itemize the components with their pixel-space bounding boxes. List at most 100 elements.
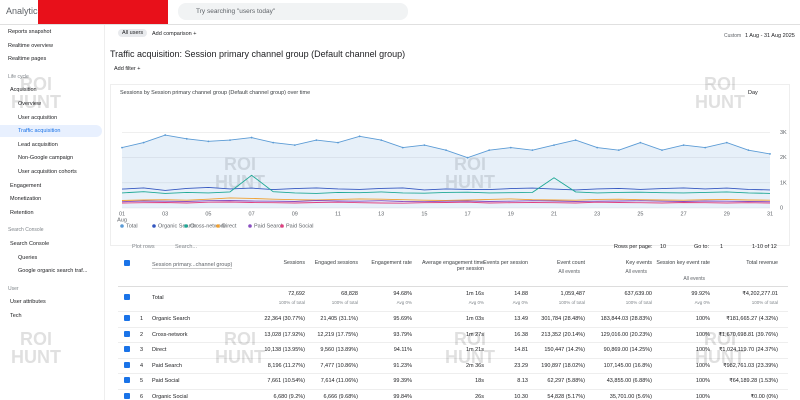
total-sub: 100% of total (558, 300, 585, 305)
sidebar-group[interactable]: Search Console (10, 241, 50, 247)
column-header[interactable]: Session key event rate (656, 260, 710, 266)
row-cell: 14.81 (514, 347, 528, 354)
row-cell: 26s (475, 394, 484, 400)
row-check[interactable] (124, 361, 130, 368)
point (250, 136, 253, 139)
sidebar-item[interactable]: Non-Google campaign (18, 155, 74, 162)
watermark: ROI HUNT (11, 329, 61, 367)
row-channel[interactable]: Organic Search (152, 316, 191, 322)
point (553, 144, 555, 147)
sidebar-item[interactable]: Overview (18, 101, 41, 107)
comparison-chip[interactable]: All users (118, 29, 148, 37)
point (272, 141, 275, 144)
row-check[interactable] (124, 330, 130, 337)
row-channel[interactable]: Paid Social (152, 378, 180, 385)
sidebar-item[interactable]: Lead acquisition (18, 141, 58, 148)
x-tick-label: 31 (767, 211, 773, 217)
table-search[interactable]: Search... (175, 244, 198, 250)
column-filter[interactable]: All events (558, 269, 580, 275)
point (661, 149, 663, 152)
legend-label: Total (126, 223, 138, 229)
point (445, 149, 447, 152)
sidebar-item[interactable]: Queries (18, 254, 38, 261)
search-placeholder[interactable]: Try searching "users today" (196, 8, 276, 15)
sidebar-group[interactable]: Retention (10, 209, 34, 216)
point (531, 149, 534, 152)
report-title: Traffic acquisition: Session primary cha… (110, 49, 406, 59)
row-cell: 213,352 (20.14%) (541, 331, 585, 338)
x-tick-label: 05 (205, 211, 211, 217)
sidebar-item[interactable]: User acquisition cohorts (18, 169, 77, 175)
row-cell: 93.79% (393, 331, 412, 338)
sidebar-item[interactable]: Realtime pages (8, 56, 47, 63)
column-header[interactable]: Total revenue (746, 260, 778, 266)
series-line (121, 197, 771, 201)
row-cell: 18s (475, 378, 484, 385)
row-check[interactable] (124, 346, 130, 353)
sidebar-section: Life cycle (8, 73, 29, 80)
column-header[interactable]: Engaged sessions (314, 260, 358, 266)
total-sub: 100% of total (625, 300, 652, 305)
row-channel[interactable]: Cross-network (152, 331, 188, 338)
row-rule (118, 311, 788, 312)
sidebar-item[interactable]: Realtime overview (8, 42, 53, 49)
column-filter[interactable]: All events (683, 276, 705, 282)
row-cell: 100% (695, 394, 710, 400)
sidebar-item[interactable]: Traffic acquisition (18, 128, 61, 135)
row-cell: 23.29 (514, 362, 528, 369)
go-to[interactable]: 1 (720, 244, 724, 250)
total-sub: Avg 0% (512, 300, 528, 305)
row-cell: 43,855.00 (6.88%) (606, 378, 652, 385)
rows-per-page[interactable]: 10 (660, 244, 667, 250)
legend-swatch (184, 224, 188, 228)
total-sub: 100% of total (278, 300, 305, 305)
date-range[interactable]: 1 Aug - 31 Aug 2025 (745, 33, 795, 39)
plot-rows[interactable]: Plot rows (132, 244, 155, 250)
column-header[interactable]: Sessions (283, 260, 306, 266)
legend-label: Cross-network (190, 223, 226, 229)
total-value: 14.88 (514, 291, 528, 297)
sidebar-item[interactable]: User acquisition (18, 114, 58, 121)
row-rule (118, 342, 788, 344)
row-cell: 100% (695, 362, 710, 369)
row-cell: 100% (695, 347, 710, 354)
watermark: ROI HUNT (445, 329, 495, 367)
row-channel[interactable]: Organic Social (152, 394, 188, 400)
column-header[interactable]: Key events (625, 260, 652, 266)
x-tick-label: 03 (162, 211, 168, 217)
point (229, 139, 231, 141)
point (747, 149, 750, 152)
point (401, 146, 404, 149)
x-tick-label: 19 (508, 211, 514, 217)
point (596, 146, 599, 149)
add-comparison[interactable]: Add comparison + (152, 31, 197, 37)
sidebar-group[interactable]: Engagement (10, 182, 42, 189)
row-check[interactable] (124, 315, 130, 321)
row-check[interactable] (124, 393, 130, 399)
row-cell: 1m 21s (465, 347, 484, 354)
add-filter[interactable]: Add filter + (114, 66, 141, 72)
column-header[interactable]: Engagement rate (371, 260, 412, 266)
page-range: 1-10 of 12 (752, 244, 777, 250)
granularity[interactable]: Day (748, 90, 758, 96)
row-channel[interactable]: Paid Search (152, 362, 182, 369)
sidebar-group[interactable]: Tech (10, 313, 22, 319)
point (574, 139, 577, 141)
sidebar-group[interactable]: Monetization (10, 196, 42, 203)
column-header[interactable]: Events per session (483, 260, 528, 266)
column-header[interactable]: Event count (557, 260, 585, 266)
dimension-select[interactable]: Session primary...channel group) (152, 262, 233, 269)
watermark: ROI HUNT (215, 329, 265, 367)
sidebar-group[interactable]: Acquisition (10, 87, 37, 94)
row-rule (118, 326, 788, 328)
sidebar-item[interactable]: Reports snapshot (8, 29, 52, 35)
sidebar-item[interactable]: Google organic search traf... (18, 268, 88, 275)
watermark: ROI HUNT (695, 74, 745, 112)
row-channel[interactable]: Direct (152, 347, 167, 354)
row-rule (118, 373, 788, 375)
column-filter[interactable]: All events (625, 269, 647, 275)
sidebar-group[interactable]: User attributes (10, 299, 46, 306)
column-header[interactable]: Average engagement time per session (421, 260, 484, 272)
row-check[interactable] (124, 377, 130, 384)
